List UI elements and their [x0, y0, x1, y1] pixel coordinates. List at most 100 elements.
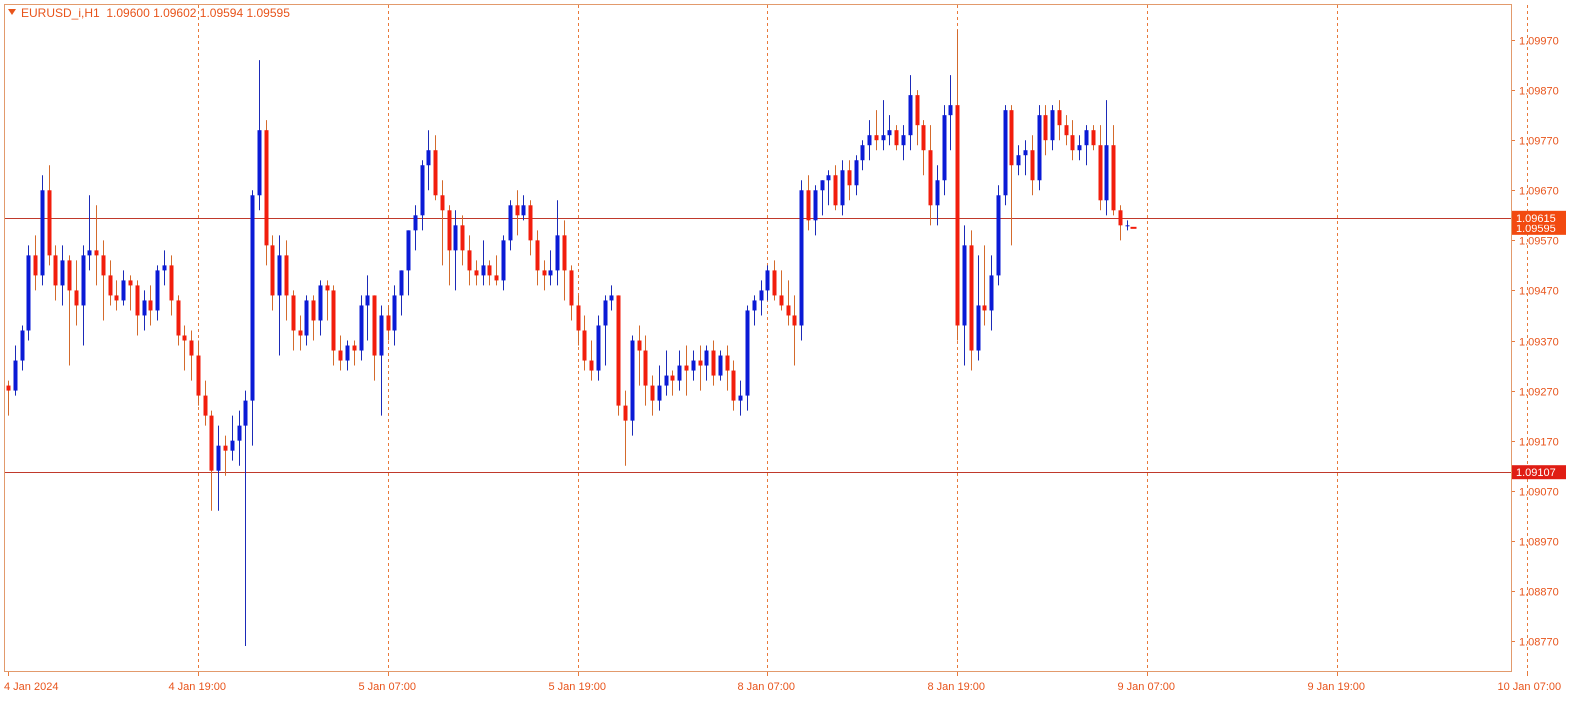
candle: [176, 295, 181, 346]
candle-body: [623, 405, 628, 421]
candle-body: [860, 145, 865, 161]
candle: [657, 365, 662, 411]
candle-body: [569, 270, 574, 306]
candle-body: [698, 360, 703, 366]
candle: [481, 240, 486, 286]
candle-body: [731, 370, 736, 401]
candle: [196, 340, 201, 406]
candle-body: [467, 250, 472, 271]
candle: [169, 255, 174, 316]
x-tick-label: 8 Jan 07:00: [738, 681, 796, 693]
candle-body: [487, 265, 492, 276]
candle: [738, 380, 743, 416]
candle-body: [989, 275, 994, 311]
candle: [996, 185, 1001, 286]
candle: [1070, 120, 1075, 161]
candle-body: [230, 440, 235, 451]
candle-body: [576, 305, 581, 331]
candle: [833, 165, 838, 211]
candle-body: [616, 295, 621, 406]
candle-body: [216, 445, 221, 471]
candle-body: [440, 195, 445, 211]
candle: [745, 305, 750, 411]
candle: [555, 200, 560, 286]
candle-body: [684, 365, 689, 371]
candle: [331, 285, 336, 366]
candle: [26, 245, 31, 341]
y-tick-label: 1.08770: [1519, 637, 1559, 649]
candle-body: [548, 270, 553, 276]
candle-body: [528, 205, 533, 241]
candle: [365, 275, 370, 341]
candle: [928, 125, 933, 226]
candle: [603, 295, 608, 366]
candle-body: [209, 415, 214, 471]
candle: [13, 345, 18, 396]
candle: [487, 260, 492, 286]
y-tick-label: 1.09970: [1519, 36, 1559, 48]
candle-body: [501, 240, 506, 281]
candle-body: [630, 340, 635, 421]
candle-body: [94, 250, 99, 256]
caret-down-icon[interactable]: [8, 9, 16, 15]
candle: [969, 230, 974, 371]
candle: [325, 280, 330, 321]
candle-body: [874, 135, 879, 141]
candle: [406, 230, 411, 296]
candle-body: [460, 225, 465, 251]
candle: [372, 295, 377, 381]
candle: [623, 390, 628, 466]
candle-body: [135, 285, 140, 316]
candle: [1118, 205, 1123, 241]
candle: [121, 270, 126, 306]
candle-body: [792, 315, 797, 326]
candle: [243, 390, 248, 646]
candle-body: [67, 260, 72, 291]
candle-body: [901, 135, 906, 146]
candle: [942, 105, 947, 196]
candle-body: [399, 270, 404, 296]
candle-body: [745, 310, 750, 396]
candle-body: [786, 305, 791, 316]
candle: [33, 235, 38, 291]
candle: [209, 410, 214, 511]
candle-body: [1043, 115, 1048, 141]
candle-body: [996, 195, 1001, 276]
candle-body: [26, 255, 31, 331]
candle-body: [352, 345, 357, 351]
candle-body: [589, 360, 594, 371]
candle-body: [691, 360, 696, 371]
candle-body: [1030, 150, 1035, 181]
y-tick-label: 1.09870: [1519, 86, 1559, 98]
candle-body: [60, 260, 65, 286]
candle-body: [806, 190, 811, 221]
candle: [420, 160, 425, 231]
candle: [264, 120, 269, 266]
candle: [53, 245, 58, 301]
candle-body: [840, 170, 845, 206]
candle-body: [447, 210, 452, 251]
candle-body: [47, 190, 52, 256]
candle: [874, 110, 879, 151]
candle-body: [270, 245, 275, 296]
candle: [433, 135, 438, 201]
candle-body: [237, 425, 242, 441]
candle: [799, 180, 804, 341]
candle: [108, 260, 113, 306]
candle-body: [515, 205, 520, 216]
candle-body: [643, 350, 648, 386]
candle: [291, 290, 296, 351]
candle-body: [420, 165, 425, 216]
candle-body: [33, 255, 38, 276]
candle-body: [372, 295, 377, 356]
candle: [237, 410, 242, 466]
candle-body: [379, 315, 384, 356]
candle: [426, 130, 431, 191]
candle-body: [1050, 110, 1055, 141]
candle: [392, 285, 397, 346]
candle-body: [1091, 130, 1096, 146]
candle: [311, 295, 316, 341]
candle-body: [413, 215, 418, 231]
candle-body: [6, 385, 11, 391]
